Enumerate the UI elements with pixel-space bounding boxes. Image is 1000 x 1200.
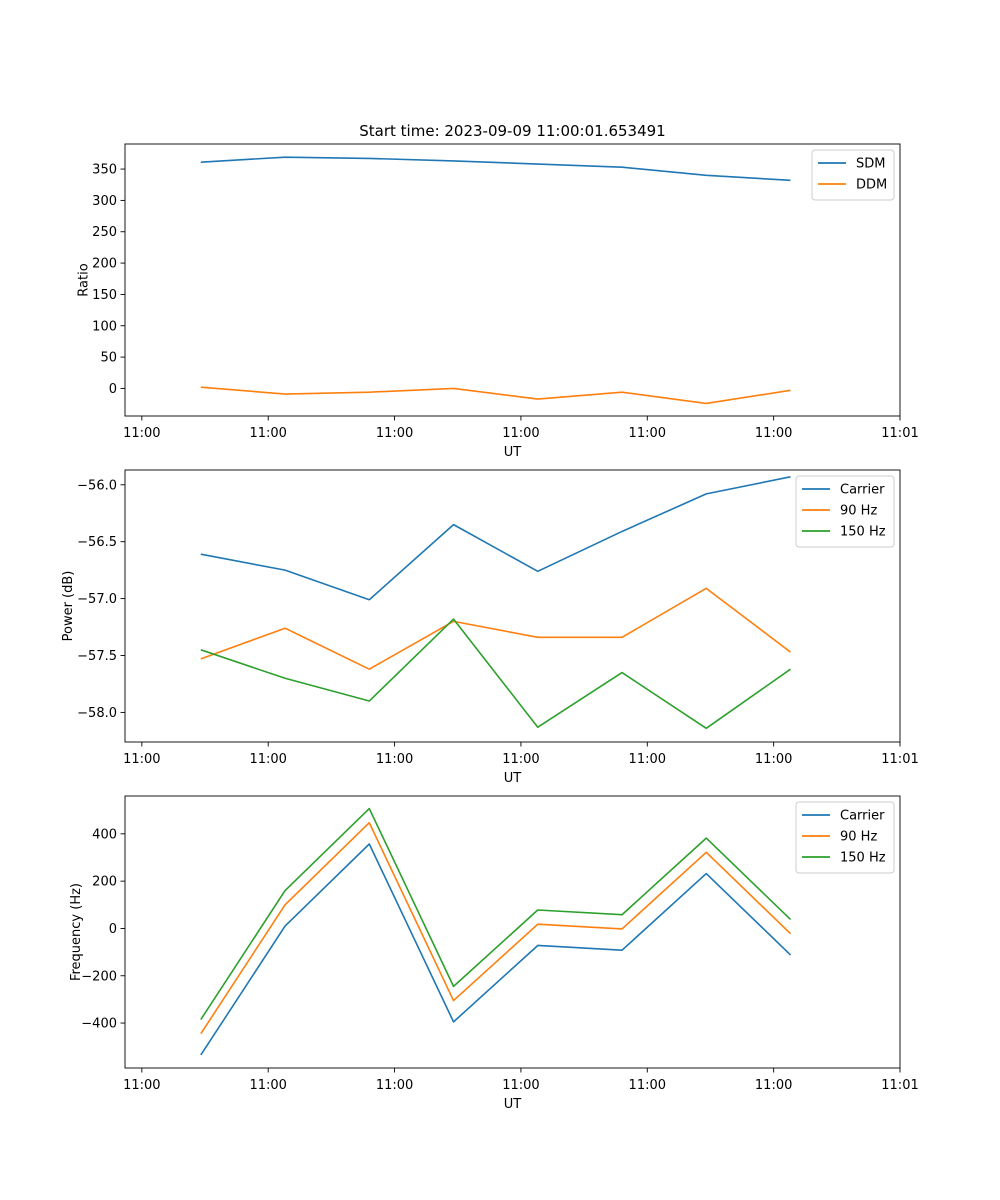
x-axis-label: UT <box>504 1097 522 1112</box>
legend-label: Carrier <box>840 483 885 498</box>
series-line-150-hz <box>200 618 791 730</box>
y-tick-label: 250 <box>92 225 117 240</box>
x-tick-label: 11:00 <box>755 752 792 767</box>
x-tick-label: 11:00 <box>755 1078 792 1093</box>
legend-label: 150 Hz <box>840 851 886 866</box>
x-tick-label: 11:00 <box>249 426 286 441</box>
y-tick-label: 350 <box>92 163 117 178</box>
legend-box <box>795 801 895 874</box>
y-tick-label: −56.5 <box>77 535 117 550</box>
legend-box <box>795 475 895 548</box>
chart-panel-3: 11:00 11:00 11:00 11:00 11:00 11:00 11:01 −400 −… <box>69 795 919 1112</box>
legend: SDM DDM <box>811 149 895 201</box>
series-line-90-hz <box>200 587 791 670</box>
x-tick-label: 11:00 <box>502 752 539 767</box>
y-tick-label: 150 <box>92 288 117 303</box>
series-line-90-hz <box>200 821 792 1035</box>
y-tick-label: 0 <box>109 382 117 397</box>
series-line-150-hz <box>200 807 792 1020</box>
x-tick-label: 11:01 <box>881 426 918 441</box>
y-tick-label: 50 <box>100 351 117 366</box>
y-tick-label: 0 <box>109 922 117 937</box>
x-tick-label: 11:00 <box>629 1078 666 1093</box>
y-tick-label: 100 <box>92 319 117 334</box>
x-tick-label: 11:00 <box>629 752 666 767</box>
y-tick-label: −400 <box>81 1017 117 1032</box>
series-line-sdm <box>200 156 791 182</box>
legend-label: SDM <box>856 157 885 172</box>
legend-label: 90 Hz <box>840 830 877 845</box>
series-line-carrier <box>200 476 791 601</box>
y-axis-label: Frequency (Hz) <box>69 883 84 981</box>
figure-title: Start time: 2023-09-09 11:00:01.653491 <box>359 122 665 140</box>
x-tick-label: 11:00 <box>376 426 413 441</box>
x-tick-label: 11:00 <box>123 426 160 441</box>
y-tick-label: 200 <box>92 875 117 890</box>
legend: Carrier 90 Hz 150 Hz <box>795 475 895 548</box>
chart-panel-2: 11:00 11:00 11:00 11:00 11:00 11:00 11:01 −58.0… <box>61 469 919 786</box>
x-tick-label: 11:00 <box>629 426 666 441</box>
x-tick-label: 11:00 <box>755 426 792 441</box>
y-tick-label: −200 <box>81 969 117 984</box>
chart-panel-1: 11:00 11:00 11:00 11:00 11:00 11:00 11:01 0 50 10… <box>77 143 919 460</box>
x-tick-label: 11:00 <box>123 752 160 767</box>
y-tick-label: 400 <box>92 827 117 842</box>
x-tick-label: 11:00 <box>376 1078 413 1093</box>
y-tick-label: −58.0 <box>77 706 117 721</box>
y-tick-label: −57.0 <box>77 592 117 607</box>
x-axis-label: UT <box>504 771 522 786</box>
y-tick-label: 200 <box>92 257 117 272</box>
x-tick-label: 11:01 <box>881 1078 918 1093</box>
legend-label: 90 Hz <box>840 504 877 519</box>
x-tick-label: 11:00 <box>249 1078 286 1093</box>
x-axis-label: UT <box>504 445 522 460</box>
x-tick-label: 11:00 <box>376 752 413 767</box>
legend-label: DDM <box>856 178 887 193</box>
y-tick-label: 300 <box>92 194 117 209</box>
axes-frame <box>124 143 901 417</box>
x-tick-label: 11:01 <box>881 752 918 767</box>
series-line-carrier <box>200 843 792 1056</box>
series-line-ddm <box>200 386 791 405</box>
axes-frame <box>124 469 901 743</box>
y-axis-label: Ratio <box>77 263 92 296</box>
x-tick-label: 11:00 <box>249 752 286 767</box>
legend-label: Carrier <box>840 809 885 824</box>
legend-label: 150 Hz <box>840 525 886 540</box>
x-tick-label: 11:00 <box>502 1078 539 1093</box>
x-tick-label: 11:00 <box>502 426 539 441</box>
y-axis-label: Power (dB) <box>61 571 76 642</box>
axes-frame <box>124 795 901 1069</box>
y-tick-label: −57.5 <box>77 649 117 664</box>
legend: Carrier 90 Hz 150 Hz <box>795 801 895 874</box>
x-tick-label: 11:00 <box>123 1078 160 1093</box>
y-tick-label: −56.0 <box>77 478 117 493</box>
